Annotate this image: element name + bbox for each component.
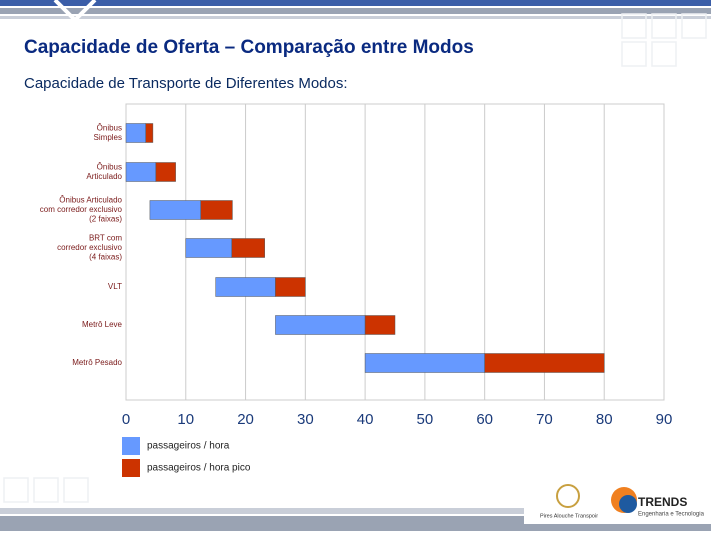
logo-text: Engenharia e Tecnologia: [638, 512, 705, 518]
legend-label: passageiros / hora pico: [147, 463, 251, 474]
y-tick-label: Metrô Leve: [82, 320, 123, 329]
x-tick-label: 90: [656, 411, 673, 428]
bar: [364, 353, 485, 373]
x-tick-label: 70: [536, 411, 553, 428]
y-tick-label: VLT: [108, 282, 122, 291]
y-tick-label: Metrô Pesado: [72, 358, 122, 367]
top-stripe: [0, 0, 711, 6]
x-tick-label: 40: [357, 411, 374, 428]
y-tick-label: Ônibus: [97, 123, 122, 132]
x-tick-label: 10: [177, 411, 194, 428]
x-tick-label: 30: [297, 411, 314, 428]
y-tick-label: BRT com: [89, 234, 122, 243]
bar: [215, 277, 276, 297]
bar: [364, 315, 396, 335]
y-tick-label: com corredor exclusivo: [40, 205, 123, 214]
bar: [185, 238, 233, 258]
bar: [200, 200, 233, 220]
chart: 0 10 20 30 40 50 60 70 80 90ÔnibusSimplesÔnibusAr…: [40, 103, 673, 477]
y-tick-label: (4 faixas): [89, 253, 122, 262]
slide-subtitle: Capacidade de Transporte de Diferentes M…: [24, 75, 348, 92]
corner-squares: [3, 13, 707, 503]
bar: [125, 123, 146, 143]
bottom-stripe: [0, 508, 711, 514]
bar: [275, 315, 366, 335]
y-tick-label: Simples: [94, 133, 122, 142]
stripe-decoration: [53, 0, 97, 23]
bar: [484, 353, 605, 373]
y-tick-label: (2 faixas): [89, 215, 122, 224]
bar: [125, 162, 157, 182]
y-tick-label: Ônibus: [97, 162, 122, 171]
bar: [275, 277, 306, 297]
y-tick-label: Ônibus Articulado: [59, 196, 122, 205]
y-tick-label: corredor exclusivo: [57, 243, 122, 252]
logo-icon: [619, 495, 637, 513]
slide-title: Capacidade de Oferta – Comparação entre …: [24, 37, 474, 58]
y-tick-label: Articulado: [86, 172, 122, 181]
bar: [231, 238, 265, 258]
legend-swatch: [122, 459, 140, 477]
x-tick-label: 20: [237, 411, 254, 428]
legend-swatch: [122, 437, 140, 455]
x-tick-label: 0: [122, 411, 130, 428]
x-tick-label: 60: [476, 411, 493, 428]
logo-icon: [556, 484, 580, 508]
bar: [145, 123, 154, 143]
top-stripe: [0, 16, 711, 19]
x-tick-label: 50: [417, 411, 434, 428]
x-tick-label: 80: [596, 411, 613, 428]
logo-text: Pires Alouche Transpoir: [540, 513, 598, 519]
bar: [155, 162, 176, 182]
bar: [149, 200, 201, 220]
logo-text: TRENDS: [638, 495, 687, 509]
legend-label: passageiros / hora: [147, 441, 230, 452]
top-stripe: [0, 8, 711, 14]
